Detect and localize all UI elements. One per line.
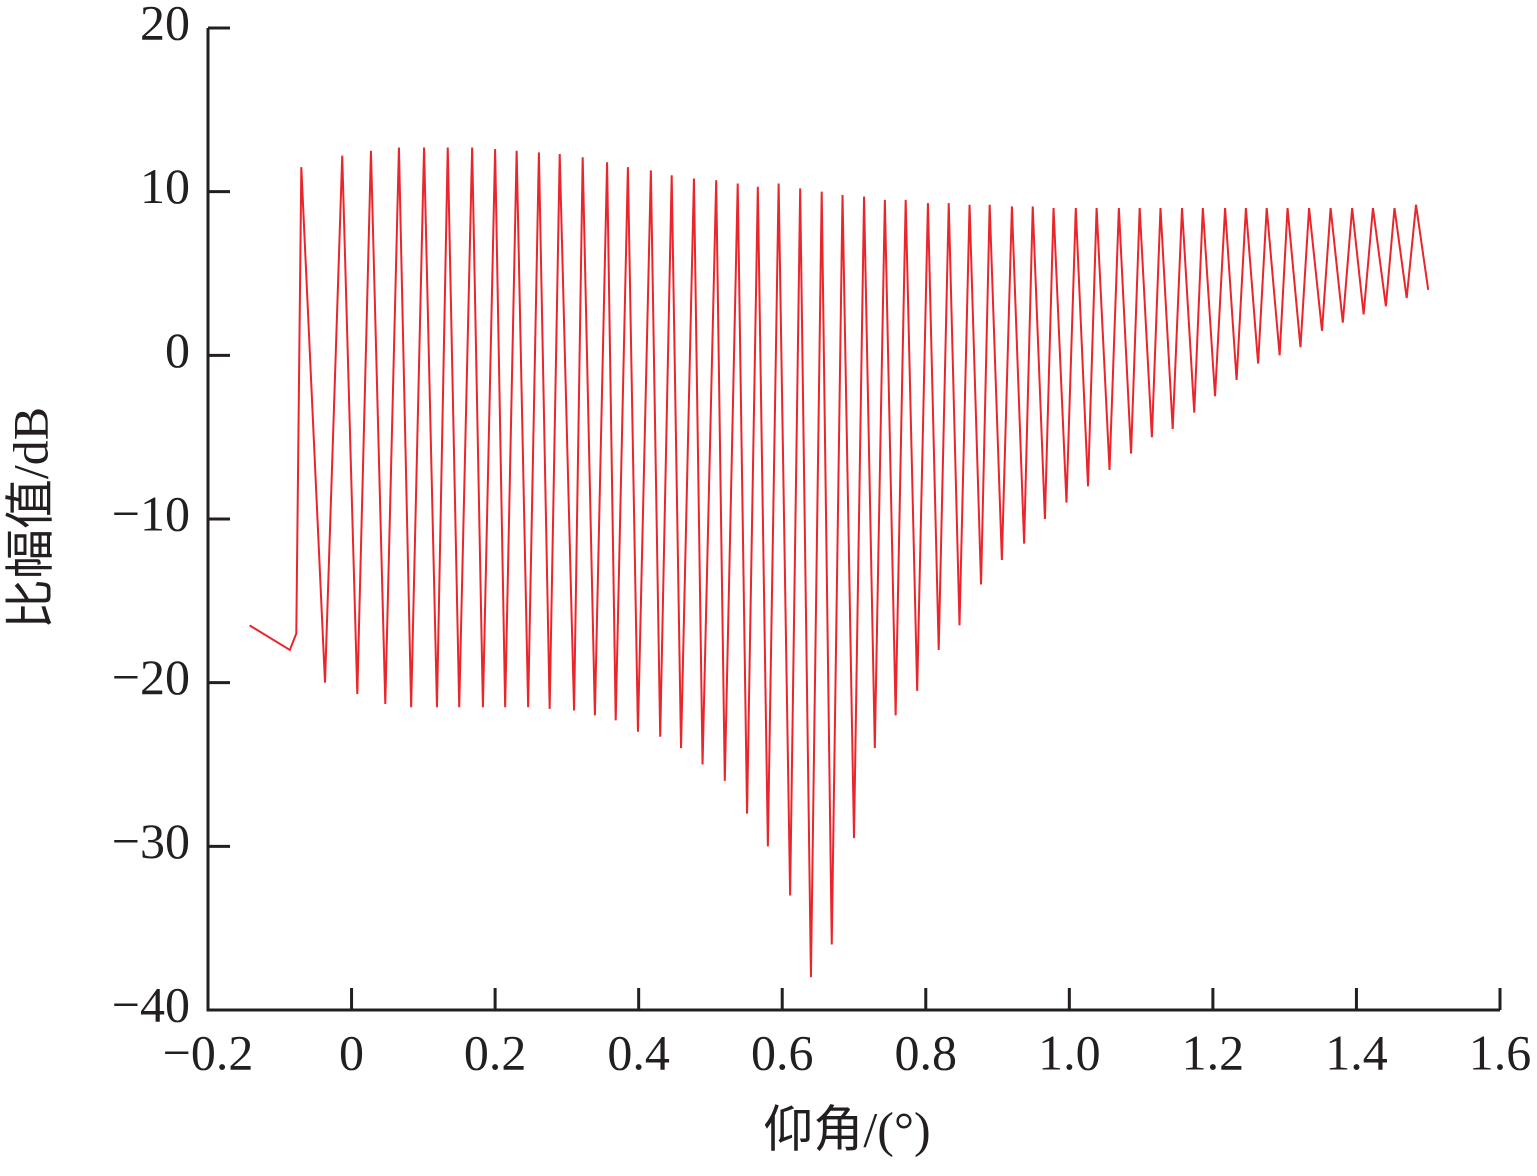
data-line: [249, 147, 1430, 978]
y-tick-label: 10: [140, 158, 190, 214]
x-tick-label: 0.8: [895, 1024, 958, 1080]
x-tick-label: 0.2: [464, 1024, 527, 1080]
x-tick-label: 1.4: [1325, 1024, 1388, 1080]
y-tick-label: −30: [112, 813, 190, 869]
y-tick-label: −10: [112, 485, 190, 541]
y-axis-label: 比幅值/dB: [2, 407, 58, 629]
x-tick-label: 1.2: [1182, 1024, 1245, 1080]
x-tick-label: 1.0: [1038, 1024, 1101, 1080]
x-tick-label: 0: [339, 1024, 364, 1080]
axes: [206, 28, 1500, 1012]
x-tick-label: 1.6: [1469, 1024, 1532, 1080]
y-tick-label: −40: [112, 976, 190, 1032]
x-tick-label: −0.2: [163, 1024, 254, 1080]
x-tick-label: 0.4: [607, 1024, 670, 1080]
y-tick-label: 0: [165, 322, 190, 378]
x-axis-label: 仰角/(°): [763, 1101, 930, 1157]
y-tick-label: −20: [112, 649, 190, 705]
y-tick-label: 20: [140, 0, 190, 50]
x-tick-label: 0.6: [751, 1024, 814, 1080]
